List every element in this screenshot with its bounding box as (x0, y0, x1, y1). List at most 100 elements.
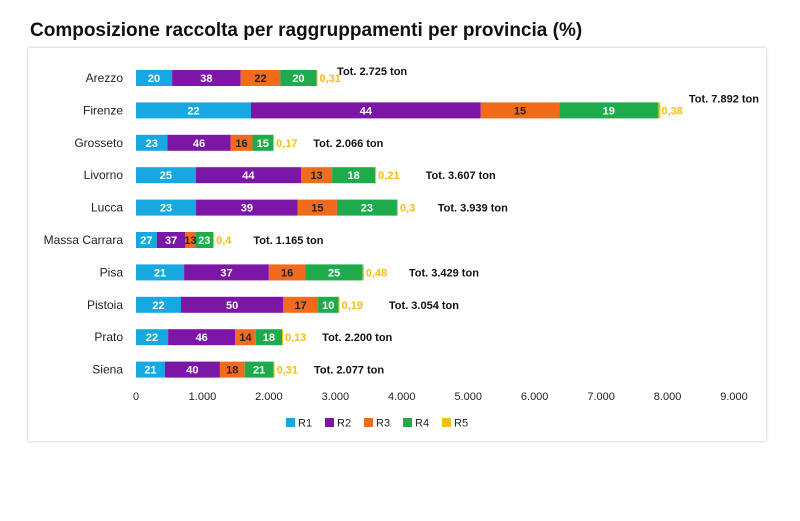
legend-swatch-r2 (325, 418, 334, 427)
bar-segment-grosseto-r3 (230, 134, 253, 151)
segment-label-lucca-r1: 23 (160, 203, 172, 215)
segment-label-arezzo-r2: 38 (200, 73, 212, 85)
total-label-siena: Tot. 2.077 ton (314, 365, 384, 377)
segment-label-prato-r1: 22 (146, 332, 158, 344)
segment-label-siena-r4: 21 (253, 365, 265, 377)
segment-label-arezzo-r3: 22 (254, 73, 266, 85)
bar-segment-grosseto-r5 (273, 134, 275, 151)
bar-segment-prato-r2 (168, 329, 236, 346)
segment-label-siena-r3: 18 (226, 365, 238, 377)
bar-segment-massa-carrara-r2 (156, 232, 186, 248)
total-label-grosseto: Tot. 2.066 ton (313, 138, 383, 150)
chart-title: Composizione raccolta per raggruppamenti… (30, 20, 583, 41)
category-label-arezzo: Arezzo (86, 71, 124, 85)
segment-label-firenze-r2: 44 (360, 105, 373, 117)
segment-label-prato-r2: 46 (196, 332, 208, 344)
bar-segment-siena-r1 (136, 361, 165, 378)
bar-segment-massa-carrara-r1 (136, 232, 157, 248)
segment-label-livorno-r5: 0,21 (378, 170, 399, 182)
segment-label-firenze-r1: 22 (187, 105, 199, 117)
segment-label-firenze-r4: 19 (603, 105, 615, 117)
category-label-siena: Siena (92, 363, 123, 377)
bar-segment-firenze-r1 (136, 102, 251, 119)
bar-segment-pisa-r4 (305, 264, 363, 281)
segment-label-lucca-r5: 0,3 (400, 203, 415, 215)
bar-segment-pistoia-r5 (338, 296, 340, 313)
segment-label-pistoia-r5: 0,19 (342, 300, 363, 312)
segment-label-prato-r3: 14 (239, 332, 252, 344)
legend-label-r5: R5 (454, 418, 468, 430)
bar-segment-pistoia-r2 (181, 296, 284, 313)
bar-segment-firenze-r3 (480, 102, 560, 119)
bars-layer (136, 70, 661, 378)
bar-segment-livorno-r3 (301, 167, 333, 184)
bar-segment-prato-r3 (235, 329, 256, 346)
segment-label-siena-r5: 0,31 (277, 365, 298, 377)
category-label-lucca: Lucca (91, 201, 123, 215)
segment-label-pisa-r1: 21 (154, 267, 166, 279)
total-label-prato: Tot. 2.200 ton (322, 332, 392, 344)
total-label-firenze: Tot. 7.892 ton (689, 93, 759, 105)
legend-swatch-r1 (286, 418, 295, 427)
bar-segment-siena-r4 (244, 361, 274, 378)
bar-segment-firenze-r5 (658, 102, 661, 119)
bar-segment-massa-carrara-r5 (213, 232, 215, 248)
segment-label-lucca-r4: 23 (361, 203, 373, 215)
bar-segment-pistoia-r4 (318, 296, 339, 313)
segment-label-pistoia-r1: 22 (152, 300, 164, 312)
legend-swatch-r5 (442, 418, 451, 427)
segment-label-grosseto-r1: 23 (146, 138, 158, 150)
segment-label-grosseto-r4: 15 (257, 138, 269, 150)
segment-label-arezzo-r4: 20 (292, 73, 304, 85)
category-label-massa-carrara: Massa Carrara (44, 233, 124, 247)
x-tick-label: 6.000 (521, 391, 549, 403)
segment-label-pistoia-r3: 17 (295, 300, 307, 312)
segment-label-massa-carrara-r1: 27 (140, 235, 152, 247)
bar-segment-siena-r2 (164, 361, 220, 378)
bar-segment-livorno-r1 (136, 167, 196, 184)
segment-label-pistoia-r2: 50 (226, 300, 238, 312)
legend-label-r1: R1 (298, 418, 312, 430)
segment-label-livorno-r4: 18 (348, 170, 360, 182)
bar-segment-arezzo-r1 (136, 70, 173, 86)
segment-label-arezzo-r1: 20 (148, 73, 160, 85)
bar-segment-firenze-r4 (559, 102, 659, 119)
x-tick-label: 5.000 (454, 391, 482, 403)
segment-label-pisa-r2: 37 (220, 267, 232, 279)
total-label-arezzo: Tot. 2.725 ton (337, 66, 407, 78)
x-tick-label: 4.000 (388, 391, 416, 403)
bar-segment-pisa-r5 (362, 264, 364, 281)
segment-label-pistoia-r4: 10 (322, 300, 334, 312)
segment-label-massa-carrara-r4: 23 (198, 235, 210, 247)
x-axis: 0 1.000 2.000 3.000 4.000 5.000 6.000 7.000 8.00… (133, 391, 748, 403)
bar-segment-massa-carrara-r3 (185, 232, 196, 248)
bar-segment-lucca-r1 (136, 199, 197, 216)
bar-segment-livorno-r4 (332, 167, 376, 184)
category-label-livorno: Livorno (84, 168, 124, 182)
bar-segment-livorno-r2 (195, 167, 302, 184)
segment-label-pisa-r5: 0,48 (366, 267, 387, 279)
category-label-prato: Prato (94, 330, 123, 344)
segment-label-siena-r1: 21 (144, 365, 156, 377)
legend: R1 R2 R3 R4 R5 (286, 418, 468, 430)
bar-segment-grosseto-r1 (136, 134, 168, 151)
segment-label-firenze-r3: 15 (514, 105, 526, 117)
bar-segment-arezzo-r5 (316, 70, 318, 86)
x-tick-label: 2.000 (255, 391, 283, 403)
bar-segment-firenze-r2 (250, 102, 481, 119)
legend-swatch-r4 (403, 418, 412, 427)
segment-label-firenze-r5: 0,38 (661, 105, 682, 117)
bar-segment-arezzo-r4 (280, 70, 317, 86)
segment-label-livorno-r1: 25 (160, 170, 172, 182)
bar-segment-lucca-r5 (396, 199, 398, 216)
segment-label-grosseto-r2: 46 (193, 138, 205, 150)
segment-label-arezzo-r5: 0,31 (320, 73, 341, 85)
bar-segment-lucca-r2 (196, 199, 298, 216)
segment-label-livorno-r2: 44 (242, 170, 255, 182)
bar-segment-livorno-r5 (375, 167, 377, 184)
segment-label-grosseto-r3: 16 (235, 138, 247, 150)
total-label-lucca: Tot. 3.939 ton (438, 203, 508, 215)
bar-segment-arezzo-r3 (240, 70, 281, 86)
